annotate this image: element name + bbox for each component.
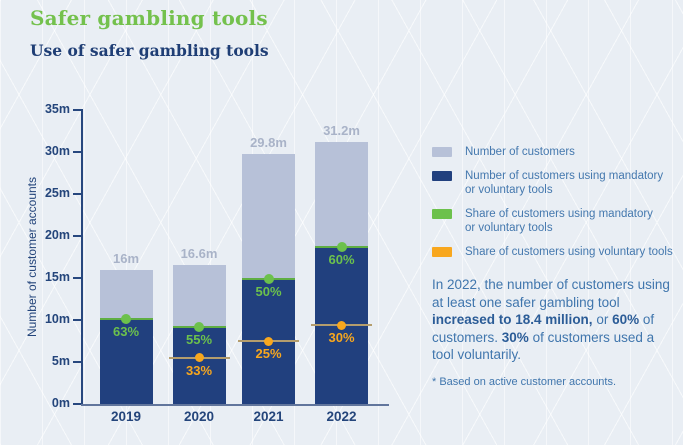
annotation-plain-text: or <box>592 312 613 327</box>
annotation-plain-text: of customers. <box>432 312 655 345</box>
share-mandatory-dot <box>263 273 274 284</box>
bar-value-label: 31.2m <box>323 122 360 138</box>
share-voluntary-dot <box>337 320 346 330</box>
bar-tools-segment <box>172 327 226 404</box>
y-tick <box>73 361 83 363</box>
page-title: Safer gambling tools <box>30 6 268 30</box>
chart-title: Use of safer gambling tools <box>30 41 269 60</box>
legend-item: Share of customers using mandatory or vo… <box>432 207 673 235</box>
y-tick-label: 10m <box>44 312 70 326</box>
y-tick-label: 25m <box>44 186 70 200</box>
x-category-label: 2022 <box>326 409 357 424</box>
legend-swatch <box>432 171 452 181</box>
share-mandatory-label: 55% <box>185 332 213 348</box>
y-tick-label: 15m <box>44 270 70 284</box>
annotation-plain-text: In 2022, the number of customers using a… <box>432 277 670 310</box>
y-tick-label: 5m <box>51 354 70 368</box>
legend-item: Number of customers <box>432 145 673 159</box>
share-mandatory-label: 50% <box>255 283 282 299</box>
share-mandatory-dot <box>336 241 347 252</box>
y-tick-label: 30m <box>44 144 70 158</box>
legend-swatch <box>432 147 452 157</box>
bar-value-label: 29.8m <box>250 134 287 150</box>
legend-label: Share of customers using mandatory or vo… <box>465 208 653 234</box>
share-mandatory-dot <box>194 322 204 333</box>
legend-label: Number of customers using mandatory or v… <box>465 170 664 196</box>
annotation-plain-text: of customers used a tool voluntarily. <box>432 329 655 363</box>
legend-swatch <box>432 209 452 219</box>
y-tick <box>73 319 83 321</box>
x-category-label: 2020 <box>183 409 215 424</box>
bar-tools-segment <box>99 319 153 404</box>
share-mandatory-label: 60% <box>328 251 355 267</box>
share-voluntary-dot <box>264 336 273 346</box>
y-tick-label: 20m <box>44 228 70 242</box>
share-mandatory-label: 63% <box>112 324 140 340</box>
legend-item: Number of customers using mandatory or v… <box>432 169 673 197</box>
share-voluntary-label: 33% <box>185 362 213 378</box>
legend-label: Share of customers using voluntary tools <box>465 246 673 258</box>
legend: Number of customers Number of customers u… <box>432 145 673 259</box>
annotation-bold-text: 30% <box>501 329 529 345</box>
annotation-text: In 2022, the number of customers using a… <box>432 276 674 364</box>
annotation-bold-text: increased to 18.4 million, <box>432 312 593 327</box>
y-tick <box>73 403 83 405</box>
y-tick <box>73 109 83 111</box>
legend-item: Share of customers using voluntary tools <box>432 245 673 259</box>
x-category-label: 2019 <box>110 409 142 424</box>
x-axis-line <box>81 404 389 406</box>
x-category-label: 2021 <box>253 409 284 424</box>
y-tick <box>73 151 83 153</box>
y-tick <box>73 193 83 195</box>
share-voluntary-label: 30% <box>328 330 355 346</box>
y-axis-line <box>81 110 83 406</box>
annotation-bold-text: 60% <box>612 312 640 327</box>
legend-label: Number of customers <box>465 146 575 158</box>
bar-value-label: 16m <box>112 250 140 266</box>
y-tick-label: 35m <box>44 102 70 116</box>
y-tick-label: 0m <box>51 396 70 410</box>
y-tick <box>73 235 83 237</box>
bar-value-label: 16.6m <box>180 245 218 261</box>
share-mandatory-dot <box>121 314 131 325</box>
y-tick <box>73 277 83 279</box>
footnote: * Based on active customer accounts. <box>432 376 617 388</box>
share-voluntary-label: 25% <box>255 346 282 362</box>
share-voluntary-dot <box>194 353 204 363</box>
legend-swatch <box>432 247 452 257</box>
